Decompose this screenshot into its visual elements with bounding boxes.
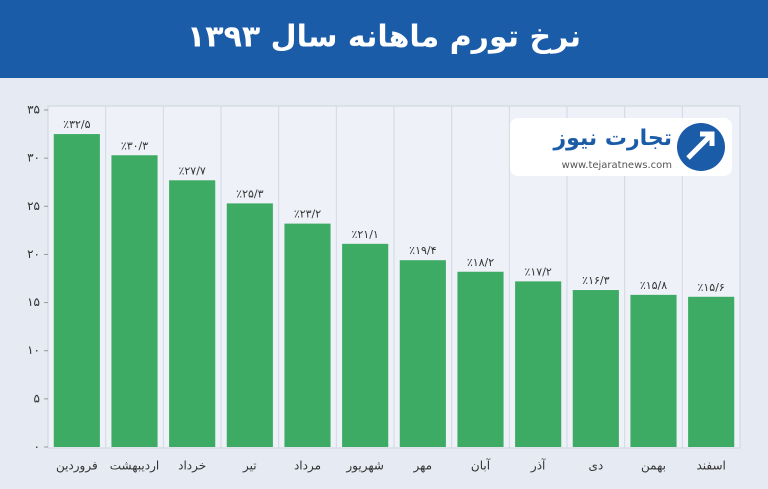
bar xyxy=(572,290,619,447)
bar xyxy=(169,180,216,447)
y-tick-label: ۰ xyxy=(34,440,40,454)
x-tick-label: خرداد xyxy=(178,459,206,474)
x-tick-label: دی xyxy=(588,459,603,473)
x-tick-label: بهمن xyxy=(641,459,666,474)
logo-box xyxy=(510,118,732,176)
value-label: ٪۱۷/۲ xyxy=(524,265,551,278)
value-label: ٪۲۱/۱ xyxy=(351,228,378,241)
value-label: ٪۱۵/۶ xyxy=(697,281,724,294)
value-label: ٪۱۶/۳ xyxy=(582,274,609,287)
x-tick-label: فروردین xyxy=(56,459,98,474)
bar xyxy=(630,294,677,447)
x-tick-label: مرداد xyxy=(294,459,321,474)
bar xyxy=(284,223,331,447)
bar xyxy=(342,243,389,447)
logo-name: تجارت نیوز xyxy=(552,126,672,151)
bar xyxy=(688,296,735,447)
logo-url: www.tejaratnews.com xyxy=(562,160,672,171)
bar xyxy=(53,134,100,448)
value-label: ٪۱۸/۲ xyxy=(467,256,494,269)
value-label: ٪۲۵/۳ xyxy=(236,187,263,200)
logo: تجارت نیوز www.tejaratnews.com xyxy=(510,118,732,176)
value-label: ٪۳۰/۳ xyxy=(121,139,148,152)
x-tick-label: آبان xyxy=(471,458,491,473)
y-tick-label: ۳۰ xyxy=(27,151,40,165)
x-tick-label: اسفند xyxy=(696,459,725,473)
x-tick-label: تیر xyxy=(242,459,257,474)
y-tick-label: ۱۵ xyxy=(27,295,40,309)
chart-title: نرخ تورم ماهانه سال ۱۳۹۳ xyxy=(187,20,581,55)
y-tick-label: ۲۰ xyxy=(27,247,40,261)
bar xyxy=(457,271,504,447)
x-tick-label: شهریور xyxy=(345,459,384,474)
value-label: ٪۱۹/۴ xyxy=(409,244,436,257)
value-label: ٪۳۲/۵ xyxy=(63,118,90,131)
x-tick-label: اردیبهشت xyxy=(110,459,159,474)
y-tick-label: ۳۵ xyxy=(27,103,40,117)
header xyxy=(0,0,768,78)
bar xyxy=(226,203,273,447)
y-tick-label: ۱۰ xyxy=(27,343,40,357)
value-label: ٪۲۳/۲ xyxy=(294,208,321,221)
y-tick-label: ۲۵ xyxy=(27,199,40,213)
x-tick-label: مهر xyxy=(413,459,433,474)
bar xyxy=(111,155,158,448)
x-tick-label: آذر xyxy=(530,458,546,474)
bar xyxy=(515,281,562,447)
value-label: ٪۱۵/۸ xyxy=(640,279,667,292)
logo-arrow xyxy=(686,131,715,160)
bar xyxy=(399,260,446,447)
y-tick-label: ۵ xyxy=(34,391,40,405)
value-label: ٪۲۷/۷ xyxy=(178,164,205,177)
